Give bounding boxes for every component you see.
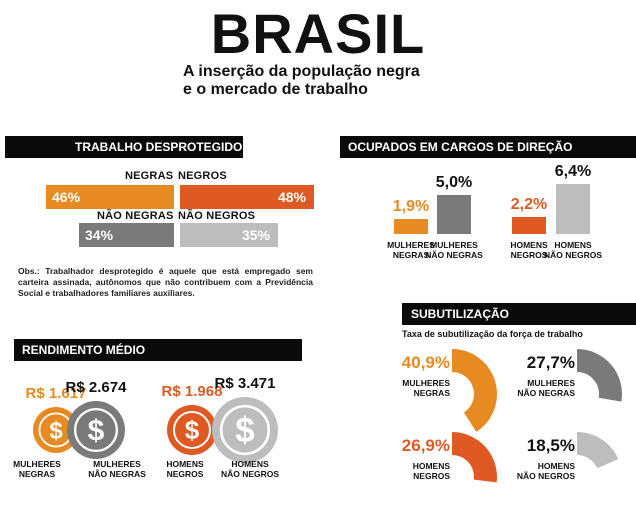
- bar-row-nao-negros: 34% 35%: [40, 223, 314, 247]
- label-nao-negras: NÃO NEGRAS: [97, 210, 174, 222]
- value-negras: 46%: [52, 189, 81, 205]
- page-title: BRASIL: [210, 2, 426, 65]
- subutilizacao-label-1: MULHERES NÃO NEGRAS: [517, 378, 575, 398]
- coin-icon-0: $: [33, 407, 79, 453]
- rendimento-value-2: R$ 1.968: [161, 383, 223, 400]
- svg-text:$: $: [88, 414, 105, 447]
- rendimento-chart: $ R$ 1.617 MULHERES NEGRAS $ R$ 2.674 MULHERES…: [0, 362, 320, 487]
- subutilizacao-caption: Taxa de subutilização da força de trabal…: [402, 329, 583, 339]
- direcao-value-2: 2,2%: [510, 196, 548, 213]
- bar-nao-negras: 34%: [79, 223, 174, 247]
- direcao-value-0: 1,9%: [392, 198, 430, 215]
- bar-row-negros: 46% 48%: [40, 185, 314, 209]
- direcao-label-2: HOMENS NEGROS: [510, 240, 548, 260]
- direcao-chart: 1,9% MULHERES NEGRAS 5,0% MULHERES NÃO NEGRAS…: [378, 160, 628, 265]
- rendimento-heading: RENDIMENTO MÉDIO: [14, 339, 302, 361]
- rendimento-value-3: R$ 3.471: [214, 375, 276, 392]
- rendimento-value-1: R$ 2.674: [65, 379, 127, 396]
- rendimento-label-1: MULHERES NÃO NEGRAS: [88, 459, 146, 479]
- trabalho-heading: TRABALHO DESPROTEGIDO: [5, 136, 243, 158]
- coin-icon-3: $: [212, 397, 278, 463]
- subutilizacao-arc-1: [577, 349, 622, 402]
- svg-text:$: $: [49, 417, 63, 444]
- bar-negras: 46%: [46, 185, 174, 209]
- value-nao-negras: 34%: [85, 227, 114, 243]
- direcao-heading: OCUPADOS EM CARGOS DE DIREÇÃO: [340, 136, 636, 158]
- direcao-value-3: 6,4%: [554, 163, 592, 180]
- rendimento-label-0: MULHERES NEGRAS: [13, 459, 61, 479]
- page-subtitle: A inserção da população negra e o mercad…: [183, 63, 420, 99]
- direcao-bar-0: [394, 219, 428, 234]
- subutilizacao-label-3: HOMENS NÃO NEGROS: [516, 461, 575, 481]
- subutilizacao-value-0: 40,9%: [401, 353, 450, 372]
- direcao-bar-2: [512, 217, 546, 234]
- label-negras: NEGRAS: [125, 170, 174, 182]
- subutilizacao-value-3: 18,5%: [526, 436, 575, 455]
- value-nao-negros: 35%: [241, 227, 270, 243]
- trabalho-obs: Obs.: Trabalhador desprotegido é aquele …: [18, 266, 313, 298]
- subutilizacao-value-1: 27,7%: [526, 353, 575, 372]
- direcao-value-1: 5,0%: [435, 174, 473, 191]
- coin-icon-2: $: [167, 405, 217, 455]
- svg-text:$: $: [185, 415, 200, 445]
- bar-nao-negros: 35%: [180, 223, 278, 247]
- direcao-label-0: MULHERES NEGRAS: [387, 240, 435, 260]
- value-negros: 48%: [277, 189, 306, 205]
- direcao-bar-1: [437, 195, 471, 234]
- subutilizacao-label-0: MULHERES NEGRAS: [402, 378, 450, 398]
- subutilizacao-arc-2: [452, 432, 497, 483]
- subtitle-line-2: e o mercado de trabalho: [183, 81, 368, 98]
- rendimento-label-2: HOMENS NEGROS: [166, 459, 204, 479]
- svg-text:$: $: [235, 411, 254, 450]
- subutilizacao-value-2: 26,9%: [401, 436, 450, 455]
- coin-icon-1: $: [67, 401, 125, 459]
- label-negros: NEGROS: [178, 170, 227, 182]
- subutilizacao-arc-3: [577, 432, 619, 469]
- rendimento-value-0: R$ 1.617: [25, 385, 87, 402]
- label-nao-negros: NÃO NEGROS: [178, 210, 256, 222]
- rendimento-label-3: HOMENS NÃO NEGROS: [220, 459, 280, 479]
- direcao-bar-3: [556, 184, 590, 234]
- subutilizacao-label-2: HOMENS NEGROS: [412, 461, 450, 481]
- subutilizacao-heading: SUBUTILIZAÇÃO: [402, 303, 636, 325]
- subutilizacao-arc-0: [452, 349, 497, 432]
- bar-negros: 48%: [180, 185, 314, 209]
- direcao-label-1: MULHERES NÃO NEGRAS: [425, 240, 483, 260]
- direcao-label-3: HOMENS NÃO NEGROS: [543, 240, 603, 260]
- subutilizacao-chart: 40,9% MULHERES NEGRAS 27,7% MULHERES NÃO NEGR…: [390, 340, 636, 489]
- subtitle-line-1: A inserção da população negra: [183, 63, 420, 80]
